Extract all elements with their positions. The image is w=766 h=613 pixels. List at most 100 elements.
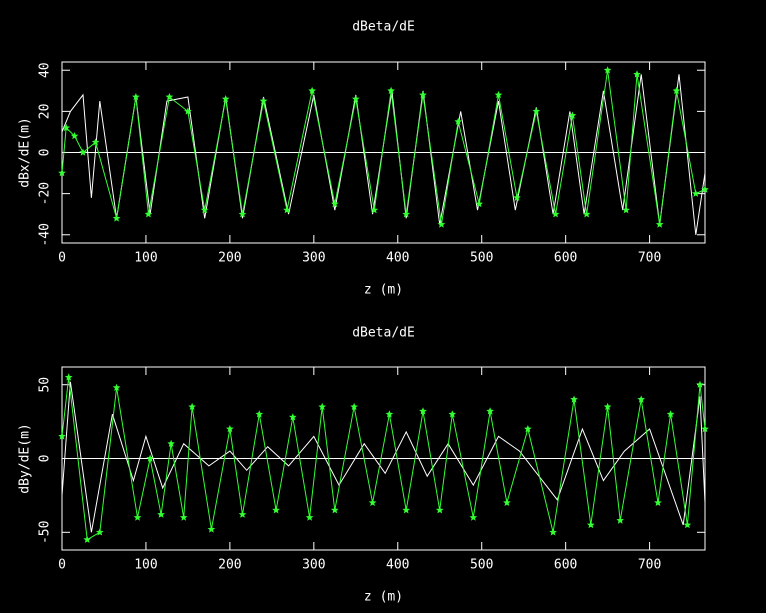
star-marker <box>112 214 121 222</box>
x-tick-label: 700 <box>638 558 661 573</box>
star-marker <box>622 206 630 214</box>
star-marker <box>318 402 326 411</box>
star-marker <box>331 506 339 514</box>
y-tick-label: 50 <box>38 377 53 393</box>
x-tick-label: 400 <box>386 558 409 573</box>
star-marker <box>654 498 662 506</box>
y-axis-label: dBy/dE(m) <box>18 423 33 493</box>
star-marker <box>568 111 577 119</box>
series-line <box>61 70 706 225</box>
series-line <box>61 74 706 235</box>
star-marker <box>226 425 234 433</box>
x-tick-label: 600 <box>554 558 577 573</box>
star-marker <box>503 498 511 506</box>
x-axis-label: z (m) <box>364 283 403 298</box>
star-marker <box>308 86 316 94</box>
star-marker <box>58 432 66 440</box>
star-marker <box>402 506 410 514</box>
star-marker <box>157 510 165 518</box>
star-marker <box>603 402 612 411</box>
star-marker <box>666 410 675 418</box>
chart-title: dBeta/dE <box>352 20 415 35</box>
x-tick-label: 0 <box>58 251 66 266</box>
x-tick-label: 200 <box>218 558 241 573</box>
star-marker <box>70 132 79 140</box>
star-marker <box>207 525 216 533</box>
y-axis-label: dBx/dE(m) <box>18 117 33 187</box>
star-marker <box>701 425 709 433</box>
star-marker <box>221 95 230 103</box>
star-marker <box>475 199 483 208</box>
star-marker <box>419 90 427 99</box>
star-marker <box>255 410 264 418</box>
star-marker <box>91 138 100 146</box>
star-marker <box>551 210 560 218</box>
star-marker <box>549 528 557 536</box>
star-marker <box>238 210 247 218</box>
star-marker <box>144 210 153 218</box>
star-marker <box>96 528 104 536</box>
star-marker <box>200 206 209 214</box>
star-marker <box>350 402 358 411</box>
x-axis-label: z (m) <box>364 590 403 605</box>
star-marker <box>603 66 612 74</box>
star-marker <box>637 395 645 403</box>
star-marker <box>132 93 140 101</box>
y-tick-label: -20 <box>38 182 53 205</box>
star-marker <box>83 535 91 543</box>
y-tick-label: 0 <box>38 455 53 463</box>
star-marker <box>419 407 427 415</box>
star-marker <box>683 520 692 529</box>
star-marker <box>494 90 503 99</box>
star-marker <box>454 117 462 125</box>
star-marker <box>289 413 297 421</box>
star-marker <box>184 107 192 115</box>
y-tick-label: 20 <box>38 104 53 120</box>
x-tick-label: 0 <box>58 558 66 573</box>
star-marker <box>64 373 73 381</box>
star-marker <box>587 520 595 529</box>
star-marker <box>616 516 624 524</box>
star-marker <box>532 107 541 115</box>
y-tick-label: 0 <box>38 149 53 157</box>
star-marker <box>633 70 641 78</box>
x-tick-label: 500 <box>470 558 493 573</box>
star-marker <box>133 513 142 521</box>
star-marker <box>62 123 70 132</box>
x-tick-label: 100 <box>134 558 157 573</box>
star-marker <box>435 506 444 514</box>
star-marker <box>165 93 174 101</box>
y-tick-label: -50 <box>38 521 53 544</box>
x-tick-label: 600 <box>554 251 577 266</box>
star-marker <box>58 169 66 177</box>
x-tick-label: 700 <box>638 251 661 266</box>
star-marker <box>272 506 280 514</box>
star-marker <box>167 439 175 447</box>
chart-title: dBeta/dE <box>352 326 415 341</box>
star-marker <box>331 199 339 208</box>
x-tick-label: 400 <box>386 251 409 266</box>
star-marker <box>112 383 121 391</box>
star-marker <box>79 148 87 156</box>
star-marker <box>259 97 268 105</box>
star-marker <box>352 95 360 103</box>
y-tick-label: -40 <box>38 223 53 246</box>
star-marker <box>448 410 457 418</box>
star-marker <box>655 220 664 228</box>
star-marker <box>582 210 591 218</box>
star-marker <box>370 206 379 214</box>
x-tick-label: 500 <box>470 251 493 266</box>
star-marker <box>692 189 700 197</box>
star-marker <box>513 193 521 201</box>
star-marker <box>305 513 314 521</box>
star-marker <box>672 86 681 94</box>
star-marker <box>570 395 578 403</box>
x-tick-label: 300 <box>302 251 325 266</box>
star-marker <box>402 210 410 218</box>
star-marker <box>701 185 709 193</box>
x-tick-label: 100 <box>134 251 157 266</box>
star-marker <box>696 380 704 388</box>
star-marker <box>387 86 395 94</box>
star-marker <box>368 498 377 506</box>
